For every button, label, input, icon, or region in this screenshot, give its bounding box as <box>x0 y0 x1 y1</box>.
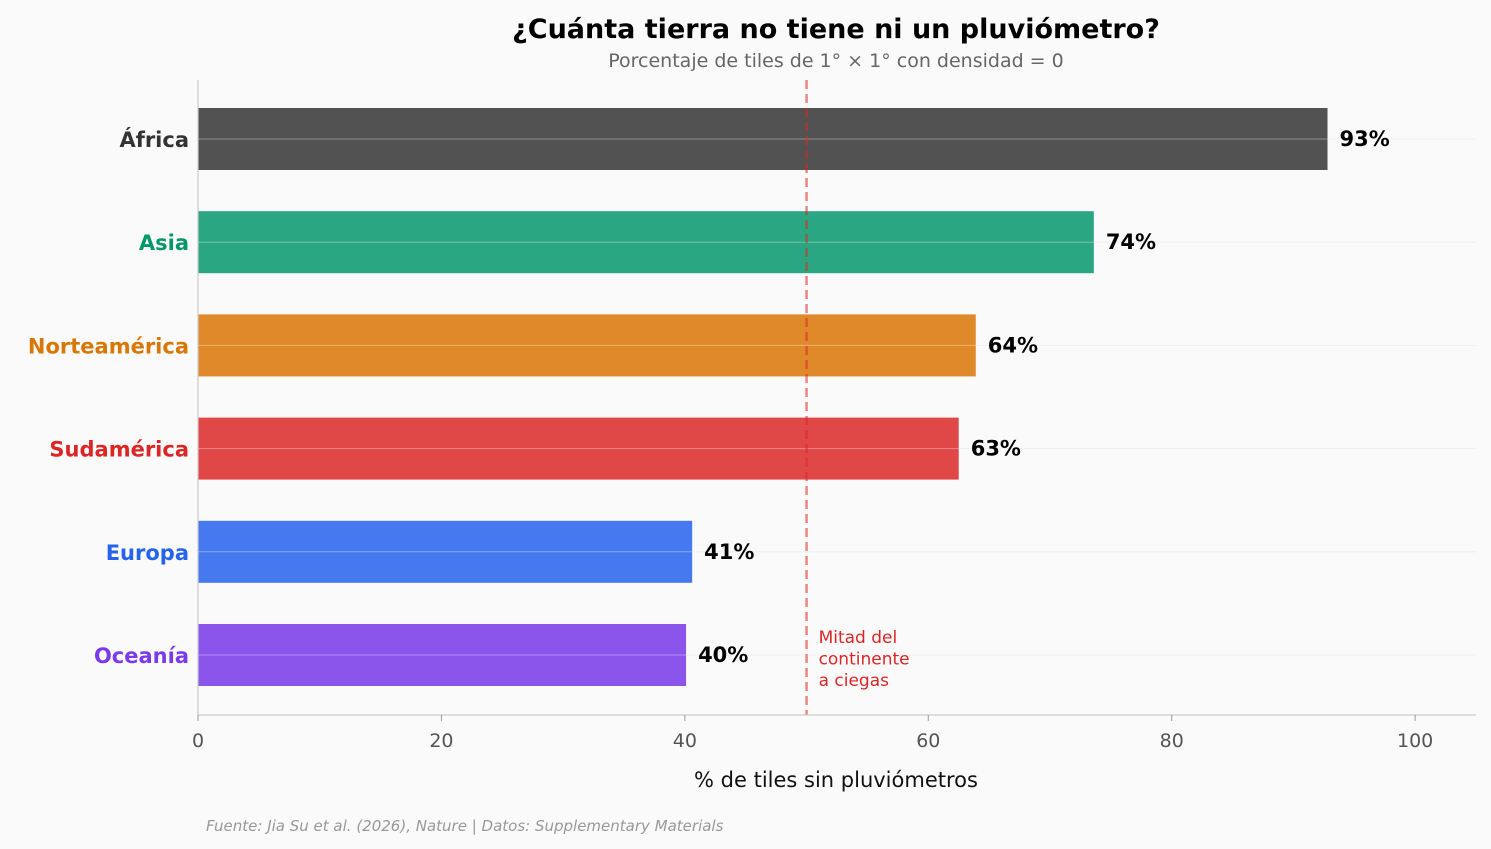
x-tick-label-4: 60 <box>916 730 940 752</box>
value-label-2: 74% <box>1106 230 1156 254</box>
category-label-6: Oceanía <box>94 644 189 668</box>
axes: 0 20 40 60 80 100 <box>192 80 1476 752</box>
value-label-1: 93% <box>1340 127 1390 151</box>
chart-title: ¿Cuánta tierra no tiene ni un pluviómetr… <box>512 14 1160 45</box>
source-note: Fuente: Jia Su et al. (2026), Nature | D… <box>206 817 724 835</box>
category-label-4: Sudamérica <box>49 438 189 462</box>
value-label-6: 40% <box>698 643 748 667</box>
value-label-3: 64% <box>988 333 1038 357</box>
category-label-1: África <box>119 127 189 152</box>
x-tick-label-2: 20 <box>429 730 453 752</box>
x-tick-label-6: 100 <box>1397 730 1433 752</box>
bar-2 <box>198 211 1094 274</box>
reference-annotation-line-1: Mitad del <box>819 628 898 648</box>
reference-annotation: Mitad del continente a ciegas <box>819 628 910 691</box>
bar-3 <box>198 314 976 377</box>
bar-5 <box>198 520 693 583</box>
x-tick-label-3: 40 <box>673 730 697 752</box>
x-tick-label-5: 80 <box>1160 730 1184 752</box>
x-axis-title: % de tiles sin pluviómetros <box>694 768 978 792</box>
value-label-4: 63% <box>971 437 1021 461</box>
bar-1 <box>198 108 1328 170</box>
bars <box>198 108 1328 686</box>
x-tick-label-1: 0 <box>192 730 204 752</box>
category-label-5: Europa <box>106 541 189 565</box>
value-label-5: 41% <box>704 540 754 564</box>
gridlines <box>198 138 1476 656</box>
reference-line-group: Mitad del continente a ciegas <box>805 80 910 715</box>
bar-4 <box>198 417 959 480</box>
bar-6 <box>198 624 687 686</box>
category-label-3: Norteamérica <box>28 334 189 358</box>
reference-annotation-line-2: continente <box>819 650 910 670</box>
labels: 93% África 74% Asia 64% Norteamérica 63% Sudamé… <box>28 127 1390 668</box>
category-label-2: Asia <box>139 231 189 255</box>
chart-subtitle: Porcentaje de tiles de 1° × 1° con densi… <box>608 50 1063 72</box>
reference-annotation-line-3: a ciegas <box>819 671 890 691</box>
